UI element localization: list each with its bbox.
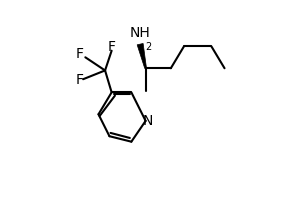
- Text: N: N: [142, 114, 153, 128]
- Text: 2: 2: [146, 42, 152, 52]
- Text: F: F: [108, 40, 116, 54]
- Text: F: F: [75, 73, 83, 87]
- Text: NH: NH: [130, 26, 151, 40]
- Polygon shape: [137, 44, 146, 68]
- Text: F: F: [75, 47, 83, 61]
